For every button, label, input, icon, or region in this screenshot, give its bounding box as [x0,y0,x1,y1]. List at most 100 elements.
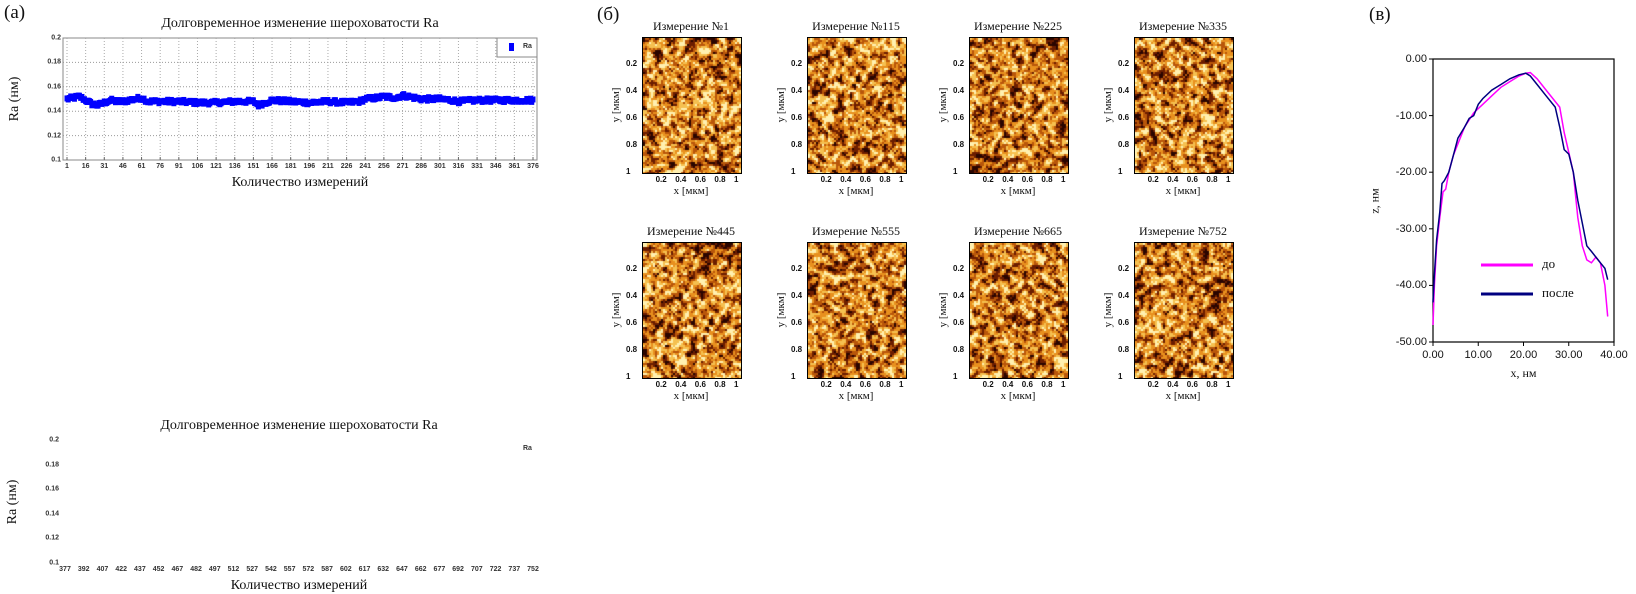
y-axis-label: Ra (нм) [5,479,20,524]
series-line-after [1432,72,1609,303]
afm-y-tick-label: 0.2 [1118,59,1130,68]
y-tick-label: 0.1 [51,156,61,164]
y-axis-label: z, нм [1367,187,1382,214]
y-tick-label: 0.12 [47,132,61,140]
x-tick-label: 497 [208,566,221,573]
legend-label: до [1542,256,1556,271]
afm-height-map [642,37,742,174]
afm-y-tick-label: 1 [953,372,958,381]
legend-label: Ra [523,445,532,452]
afm-title: Измерение №225 [973,19,1063,33]
afm-x-tick-label: 1 [1061,380,1066,389]
x-tick-label: 632 [377,566,390,573]
data-point [530,96,536,103]
afm-title: Измерение №115 [812,19,900,33]
x-tick-label: 286 [415,163,427,170]
x-tick-label: 482 [190,566,202,573]
afm-x-tick-label: 0.6 [1021,175,1033,184]
legend-label: после [1542,285,1574,300]
afm-x-tick-label: 0.8 [1041,175,1053,184]
afm-y-tick-label: 1 [791,167,796,176]
afm-y-tick-label: 0.6 [953,318,965,327]
afm-y-tick-label: 0.8 [626,140,638,149]
afm-x-tick-label: 0.2 [982,380,994,389]
x-tick-label: 572 [302,566,315,573]
series-ra [64,91,536,110]
afm-y-tick-label: 0.8 [1118,345,1130,354]
afm-image-grid: Измерение №1 0.2 0.2 0.4 0.4 0.6 0.6 0.8 0.8 1 1 x … [560,0,1360,408]
afm-y-tick-label: 0.8 [1118,140,1130,149]
afm-x-tick-label: 0.8 [714,175,726,184]
x-tick-label: 752 [527,566,539,573]
afm-y-tick-label: 0.6 [626,113,638,122]
x-tick-label: 31 [100,163,109,170]
afm-x-tick-label: 0.6 [694,175,706,184]
afm-y-tick-label: 0.8 [953,345,965,354]
afm-title: Измерение №1 [652,19,730,33]
y-tick-label: 0.16 [47,83,61,91]
afm-title: Измерение №752 [1138,224,1228,238]
afm-y-tick-label: 1 [626,167,631,176]
afm-y-tick-label: 0.4 [791,86,803,95]
x-tick-label: 40.00 [1600,349,1628,361]
afm-y-tick-label: 0.6 [791,318,803,327]
data-point [356,99,362,106]
panel-label-a: (а) [4,2,26,23]
afm-y-tick-label: 0.8 [626,345,638,354]
chart-title: Долговременное изменение шероховатости R… [161,16,439,31]
x-tick-label: 196 [303,163,316,170]
y-tick-label: 0.12 [45,534,59,542]
afm-y-tick-label: 0.4 [626,86,638,95]
afm-x-axis-label: x [мкм] [838,185,874,197]
afm-x-tick-label: 0.4 [675,175,687,184]
afm-y-tick-label: 1 [626,372,631,381]
afm-x-tick-label: 1 [1226,380,1231,389]
afm-x-axis-label: x [мкм] [1165,185,1201,197]
afm-y-tick-label: 0.8 [791,140,803,149]
afm-height-map [969,242,1069,379]
x-tick-label: 662 [414,566,427,573]
y-tick-label: 0.14 [47,107,61,115]
afm-y-axis-label: y [мкм] [1102,292,1114,327]
x-tick-label: 692 [452,566,464,573]
x-tick-label: 226 [340,163,353,170]
x-tick-label: 151 [247,163,260,170]
x-axis-label: x, нм [1510,366,1537,380]
legend-box [496,37,538,58]
afm-height-map [969,37,1069,174]
afm-x-tick-label: 0.4 [1002,175,1014,184]
afm-x-tick-label: 0.2 [1147,380,1159,389]
x-tick-label: 542 [265,566,277,573]
afm-y-tick-label: 1 [791,372,796,381]
profile-chart: 0.00 -10.00 -20.00 -30.00 -40.00 -50.00 0.00 10… [1360,0,1636,408]
x-tick-label: 527 [246,566,259,573]
x-tick-label: 677 [433,566,446,573]
afm-y-axis-label: y [мкм] [775,292,787,327]
x-tick-label: 617 [358,566,371,573]
x-tick-label: 211 [322,163,334,170]
plot-frame [1432,58,1615,343]
x-tick-label: 422 [115,566,127,573]
afm-x-tick-label: 0.6 [1186,175,1198,184]
afm-title: Измерение №445 [646,224,736,238]
x-tick-label: 1 [65,163,69,170]
profile-plot-svg [1429,58,1615,346]
afm-x-axis-label: x [мкм] [838,390,874,402]
x-tick-label: 106 [191,163,204,170]
afm-x-tick-label: 1 [1226,175,1231,184]
x-tick-label: 361 [508,163,521,170]
afm-title: Измерение №665 [973,224,1063,238]
afm-y-tick-label: 0.2 [791,264,803,273]
y-tick-label: -50.00 [1395,336,1427,348]
ra-plot-svg [0,200,560,408]
y-tick-label: 0.18 [45,461,59,469]
afm-y-tick-label: 0.4 [1118,291,1130,300]
afm-y-tick-label: 0.2 [953,59,965,68]
y-tick-label: 0.1 [49,559,59,567]
afm-x-tick-label: 0.8 [714,380,726,389]
x-tick-label: 737 [508,566,521,573]
x-tick-label: 271 [396,163,409,170]
x-tick-label: 707 [470,566,483,573]
x-tick-label: 0.00 [1422,349,1444,361]
afm-x-tick-label: 0.6 [694,380,706,389]
